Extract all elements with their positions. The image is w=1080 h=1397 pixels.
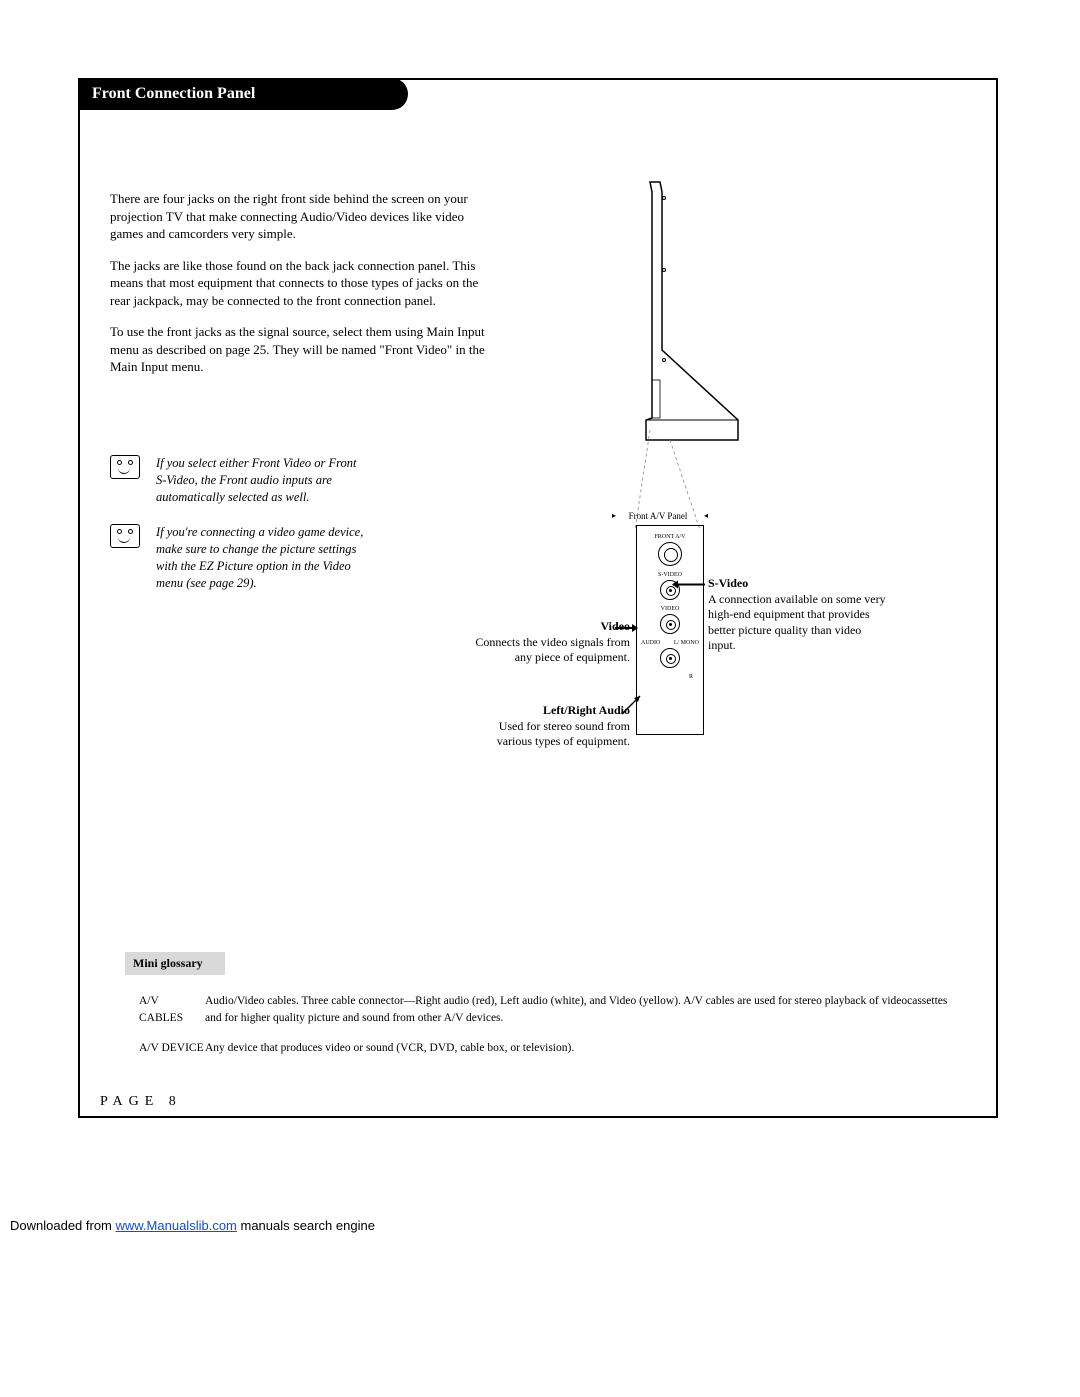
note-1-text: If you select either Front Video or Fron…	[156, 455, 366, 506]
tv-smile-icon	[110, 524, 140, 548]
paragraph-1: There are four jacks on the right front …	[110, 190, 500, 243]
footer-link[interactable]: www.Manualslib.com	[116, 1218, 237, 1233]
callout-video-head: Video	[470, 619, 630, 635]
paragraph-2: The jacks are like those found on the ba…	[110, 257, 500, 310]
callout-svideo-head: S-Video	[708, 576, 888, 592]
glossary-def: Audio/Video cables. Three cable connecto…	[205, 993, 955, 1026]
audio-l-jack-icon	[660, 614, 680, 634]
panel-title: Front A/V Panel	[618, 511, 698, 521]
callout-svideo: S-Video A connection available on some v…	[708, 576, 888, 654]
glossary-title: Mini glossary	[125, 952, 225, 975]
callout-audio-head: Left/Right Audio	[470, 703, 630, 719]
note-1: If you select either Front Video or Fron…	[110, 455, 366, 506]
arrow-icon	[615, 627, 637, 629]
callout-audio-body: Used for stereo sound from various types…	[470, 719, 630, 750]
callout-video-body: Connects the video signals from any piec…	[470, 635, 630, 666]
body-text: There are four jacks on the right front …	[110, 190, 500, 390]
label-r: R	[637, 674, 703, 680]
note-2: If you're connecting a video game device…	[110, 524, 366, 592]
svideo-jack-icon	[658, 542, 682, 566]
label-lmono: L/ MONO	[674, 640, 699, 646]
audio-r-jack-icon	[660, 648, 680, 668]
section-header: Front Connection Panel	[78, 78, 408, 110]
paragraph-3: To use the front jacks as the signal sou…	[110, 323, 500, 376]
footer-post: manuals search engine	[241, 1218, 375, 1233]
mini-glossary: Mini glossary A/V CABLES Audio/Video cab…	[125, 952, 955, 1071]
page-number: PAGE 8	[100, 1094, 182, 1110]
callout-video: Video Connects the video signals from an…	[470, 619, 630, 666]
glossary-term: A/V DEVICE	[125, 1040, 205, 1057]
label-svideo: S-VIDEO	[637, 572, 703, 578]
glossary-def: Any device that produces video or sound …	[205, 1040, 955, 1057]
label-front-av: FRONT A/V	[637, 534, 703, 540]
callout-audio: Left/Right Audio Used for stereo sound f…	[470, 703, 630, 750]
projection-lines	[630, 430, 750, 540]
tv-side-diagram	[630, 180, 760, 450]
glossary-row: A/V DEVICE Any device that produces vide…	[125, 1040, 955, 1057]
arrow-icon	[620, 690, 650, 720]
footer: Downloaded from www.Manualslib.com manua…	[10, 1218, 375, 1233]
glossary-row: A/V CABLES Audio/Video cables. Three cab…	[125, 993, 955, 1026]
note-2-text: If you're connecting a video game device…	[156, 524, 366, 592]
tv-smile-icon	[110, 455, 140, 479]
footer-pre: Downloaded from	[10, 1218, 116, 1233]
label-video: VIDEO	[637, 606, 703, 612]
callout-svideo-body: A connection available on some very high…	[708, 592, 888, 654]
arrow-icon	[673, 584, 705, 586]
label-audio: AUDIO	[641, 640, 660, 646]
glossary-term: A/V CABLES	[125, 993, 205, 1026]
